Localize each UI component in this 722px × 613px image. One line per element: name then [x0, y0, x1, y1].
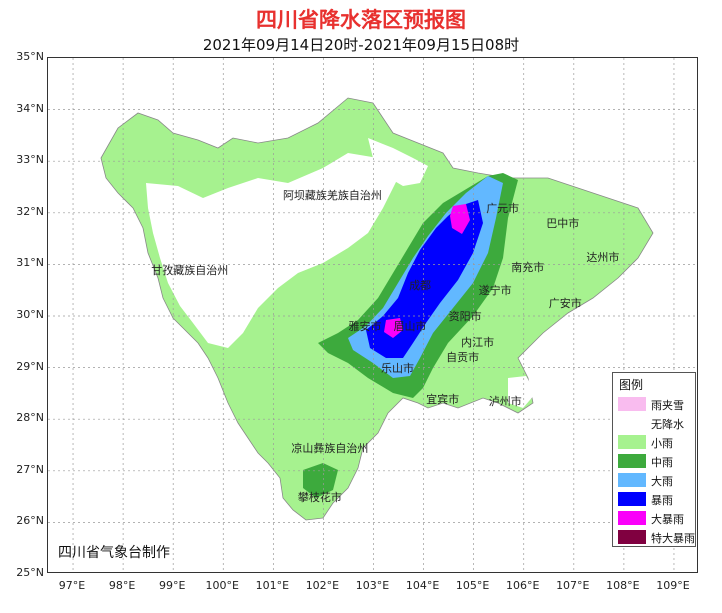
legend-label: 小雨	[651, 437, 673, 450]
longitude-tick-label: 107°E	[556, 579, 590, 592]
place-label: 攀枝花市	[297, 490, 342, 504]
legend-swatch	[618, 511, 646, 525]
map-frame	[47, 57, 698, 573]
no-rain-south	[508, 376, 536, 408]
latitude-tick-label: 27°N	[16, 462, 44, 476]
place-label: 宜宾市	[426, 392, 460, 406]
latitude-tick-label: 32°N	[16, 204, 44, 218]
longitude-tick-label: 106°E	[505, 579, 540, 592]
legend-swatch	[618, 473, 646, 487]
place-label: 甘孜藏族自治州	[151, 263, 229, 277]
map-subtitle: 2021年09月14日20时-2021年09月15日08时	[202, 36, 520, 54]
legend-item: 大雨	[618, 471, 694, 489]
rain-areas	[100, 97, 654, 521]
place-label: 内江市	[461, 335, 495, 349]
latitude-tick-label: 31°N	[16, 256, 44, 270]
heavy-rainstorm-south	[384, 318, 403, 338]
producer-credit: 四川省气象台制作	[58, 545, 170, 561]
place-label: 凉山彝族自治州	[291, 441, 369, 455]
place-label: 自贡市	[446, 351, 480, 365]
latitude-tick-label: 28°N	[16, 411, 44, 425]
legend-swatch	[618, 435, 646, 449]
legend-swatch	[618, 492, 646, 506]
place-label: 广安市	[548, 297, 582, 311]
latitude-tick-label: 26°N	[16, 514, 44, 528]
legend-label: 无降水	[651, 418, 684, 431]
heavy-rainstorm-north	[450, 204, 470, 234]
place-label: 南充市	[511, 260, 545, 274]
legend-item: 暴雨	[618, 490, 694, 508]
legend-item: 小雨	[618, 433, 694, 451]
rainstorm-zone	[366, 200, 483, 358]
legend-swatch	[618, 530, 646, 544]
legend-swatch	[618, 397, 646, 411]
place-label: 泸州市	[488, 395, 522, 409]
longitude-tick-label: 98°E	[108, 579, 136, 592]
place-label: 成都	[409, 279, 432, 293]
place-label: 眉山市	[393, 320, 427, 334]
longitude-tick-label: 109°E	[656, 579, 690, 592]
longitude-tick-label: 99°E	[158, 579, 186, 592]
place-label: 巴中市	[546, 217, 580, 231]
legend-item: 特大暴雨	[618, 528, 695, 546]
no-rain-west	[146, 153, 398, 348]
place-label: 达州市	[586, 250, 620, 264]
legend-item: 大暴雨	[618, 509, 694, 527]
latitude-tick-label: 29°N	[16, 359, 44, 373]
place-label: 雅安市	[348, 320, 382, 334]
latitude-tick-label: 35°N	[16, 50, 44, 63]
legend-item: 无降水	[618, 414, 694, 432]
legend-item: 中雨	[618, 452, 694, 470]
legend-label: 雨夹雪	[651, 399, 684, 412]
longitude-tick-label: 100°E	[205, 579, 239, 592]
latitude-tick-label: 34°N	[16, 101, 44, 115]
precipitation-map	[48, 58, 697, 572]
legend-label: 暴雨	[651, 494, 673, 507]
legend-label: 特大暴雨	[651, 532, 695, 545]
place-label: 阿坝藏族羌族自治州	[282, 188, 382, 202]
map-title: 四川省降水落区预报图	[256, 8, 466, 32]
latitude-tick-label: 30°N	[16, 308, 44, 321]
legend-label: 大雨	[651, 475, 673, 488]
longitude-tick-label: 105°E	[455, 579, 490, 592]
longitude-tick-label: 102°E	[305, 579, 340, 592]
longitude-tick-label: 108°E	[606, 579, 640, 592]
longitude-tick-label: 97°E	[58, 579, 86, 592]
place-label: 广元市	[486, 201, 520, 215]
no-rain-north	[368, 138, 428, 186]
legend-label: 中雨	[651, 456, 673, 469]
legend-label: 大暴雨	[651, 513, 684, 526]
longitude-tick-label: 104°E	[405, 579, 440, 592]
place-label: 资阳市	[448, 310, 482, 323]
legend: 图例 雨夹雪无降水小雨中雨大雨暴雨大暴雨特大暴雨	[612, 372, 696, 547]
legend-title: 图例	[619, 378, 644, 392]
latitude-tick-label: 33°N	[16, 153, 44, 167]
legend-swatch	[618, 454, 646, 468]
legend-swatch	[618, 416, 646, 430]
longitude-tick-label: 103°E	[355, 579, 390, 592]
latitude-tick-label: 25°N	[16, 566, 44, 579]
place-label: 遂宁市	[478, 284, 512, 298]
moderate-rain-south	[303, 463, 338, 498]
legend-item: 雨夹雪	[618, 395, 694, 413]
place-label: 乐山市	[381, 361, 415, 375]
longitude-tick-label: 101°E	[255, 579, 290, 592]
